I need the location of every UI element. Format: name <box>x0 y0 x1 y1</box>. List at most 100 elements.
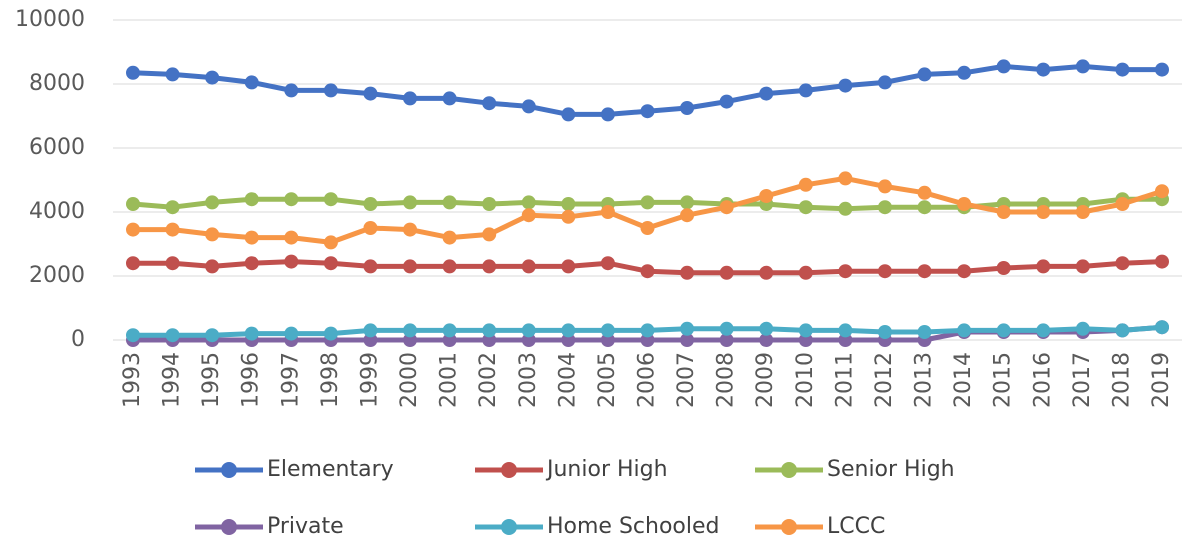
x-tick-label: 2011 <box>832 352 857 408</box>
point <box>403 333 418 347</box>
point <box>205 195 220 210</box>
point <box>600 107 615 122</box>
point <box>126 65 140 80</box>
point <box>521 195 536 210</box>
point <box>957 197 972 211</box>
x-tick-label: 2002 <box>476 352 501 408</box>
point <box>403 259 418 274</box>
point <box>205 70 220 85</box>
legend-marker <box>501 462 517 478</box>
x-tick-label: 1997 <box>278 352 303 408</box>
x-tick-label: 2016 <box>1030 352 1055 408</box>
x-tick-label: 2007 <box>674 352 699 408</box>
point <box>323 192 338 207</box>
point <box>1075 259 1090 274</box>
point <box>244 256 259 271</box>
x-tick-label: 1998 <box>318 352 343 408</box>
point <box>482 259 497 274</box>
point <box>680 333 695 347</box>
x-tick-label: 2019 <box>1149 352 1174 408</box>
y-tick-label: 2000 <box>29 263 85 288</box>
point <box>600 323 615 338</box>
x-tick-label: 2001 <box>437 352 462 408</box>
legend-label: Elementary <box>267 457 394 482</box>
point <box>561 209 576 224</box>
point <box>838 264 853 279</box>
point <box>205 328 220 343</box>
point <box>442 230 457 245</box>
point <box>640 323 655 338</box>
legend-marker <box>221 519 237 535</box>
point <box>1075 59 1090 74</box>
x-tick-label: 2015 <box>991 352 1016 408</box>
point <box>1155 62 1169 77</box>
point <box>323 326 338 341</box>
point <box>957 323 972 338</box>
legend-label: Junior High <box>545 457 668 482</box>
legend-label: LCCC <box>827 514 885 539</box>
x-tick-label: 2017 <box>1070 352 1095 408</box>
point <box>719 94 734 109</box>
legend-marker <box>781 462 797 478</box>
point <box>600 333 615 347</box>
point <box>917 264 932 279</box>
point <box>482 323 497 338</box>
point <box>877 325 892 339</box>
point <box>917 325 932 339</box>
y-tick-label: 0 <box>71 327 85 352</box>
point <box>1115 197 1130 211</box>
x-tick-label: 2000 <box>397 352 422 408</box>
point <box>244 75 259 90</box>
point <box>877 75 892 90</box>
point <box>205 259 220 274</box>
point <box>244 230 259 245</box>
point <box>521 333 536 347</box>
point <box>244 326 259 341</box>
point <box>403 323 418 338</box>
legend-label: Private <box>267 514 344 539</box>
x-tick-label: 2008 <box>714 352 739 408</box>
point <box>640 264 655 279</box>
y-tick-label: 8000 <box>29 71 85 96</box>
point <box>957 264 972 279</box>
point <box>403 91 418 106</box>
y-tick-label: 4000 <box>29 199 85 224</box>
legend-marker <box>501 519 517 535</box>
x-tick-label: 2009 <box>753 352 778 408</box>
point <box>482 333 497 347</box>
point <box>640 195 655 210</box>
point <box>284 192 299 207</box>
point <box>996 59 1011 74</box>
point <box>165 256 180 271</box>
point <box>284 326 299 341</box>
point <box>323 235 338 250</box>
point <box>442 323 457 338</box>
point <box>561 197 576 211</box>
point <box>1036 259 1051 274</box>
x-tick-label: 1995 <box>199 352 224 408</box>
point <box>798 83 813 98</box>
legend-marker <box>781 519 797 535</box>
x-tick-label: 2018 <box>1109 352 1134 408</box>
point <box>798 333 813 347</box>
point <box>403 195 418 210</box>
point <box>1155 184 1169 199</box>
point <box>680 208 695 223</box>
point <box>521 208 536 223</box>
point <box>1036 323 1051 338</box>
point <box>521 99 536 114</box>
point <box>442 259 457 274</box>
point <box>877 264 892 279</box>
point <box>680 265 695 280</box>
point <box>759 333 774 347</box>
x-tick-label: 2003 <box>516 352 541 408</box>
point <box>442 195 457 210</box>
point <box>1075 321 1090 336</box>
point <box>719 265 734 280</box>
point <box>126 222 140 237</box>
point <box>482 197 497 211</box>
legend-label: Senior High <box>827 457 955 482</box>
point <box>284 254 299 269</box>
point <box>482 227 497 242</box>
